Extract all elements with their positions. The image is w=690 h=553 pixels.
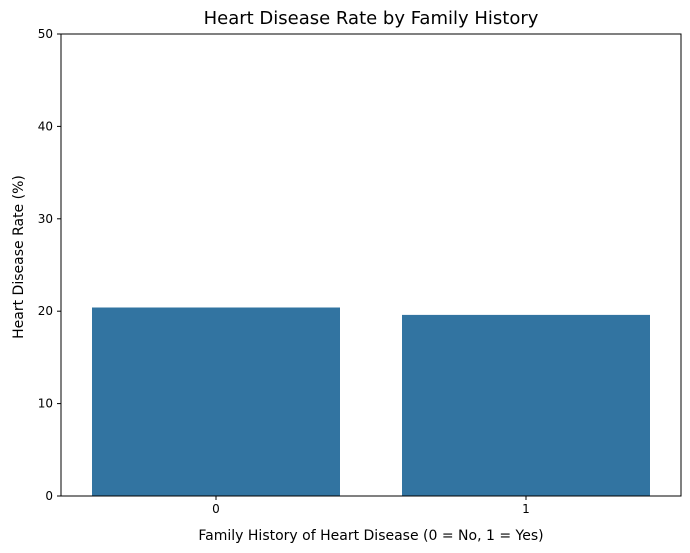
y-tick-label-30: 30	[38, 212, 53, 226]
bar-0	[92, 307, 340, 496]
plot-frame	[60, 33, 682, 497]
plot-area: 0 10 20 30 40 50 0 1	[38, 27, 682, 516]
chart-title: Heart Disease Rate by Family History	[204, 8, 539, 29]
y-tick-label-40: 40	[38, 119, 53, 133]
x-tick-label-0: 0	[212, 502, 220, 516]
y-tick-label-10: 10	[38, 397, 53, 411]
y-tick-label-20: 20	[38, 304, 53, 318]
x-tick-label-1: 1	[522, 502, 530, 516]
x-axis-label: Family History of Heart Disease (0 = No,…	[198, 528, 543, 544]
bar-1	[402, 314, 650, 496]
y-tick-label-0: 0	[45, 489, 53, 503]
y-axis-label: Heart Disease Rate (%)	[11, 175, 27, 339]
y-tick-label-50: 50	[38, 27, 53, 41]
